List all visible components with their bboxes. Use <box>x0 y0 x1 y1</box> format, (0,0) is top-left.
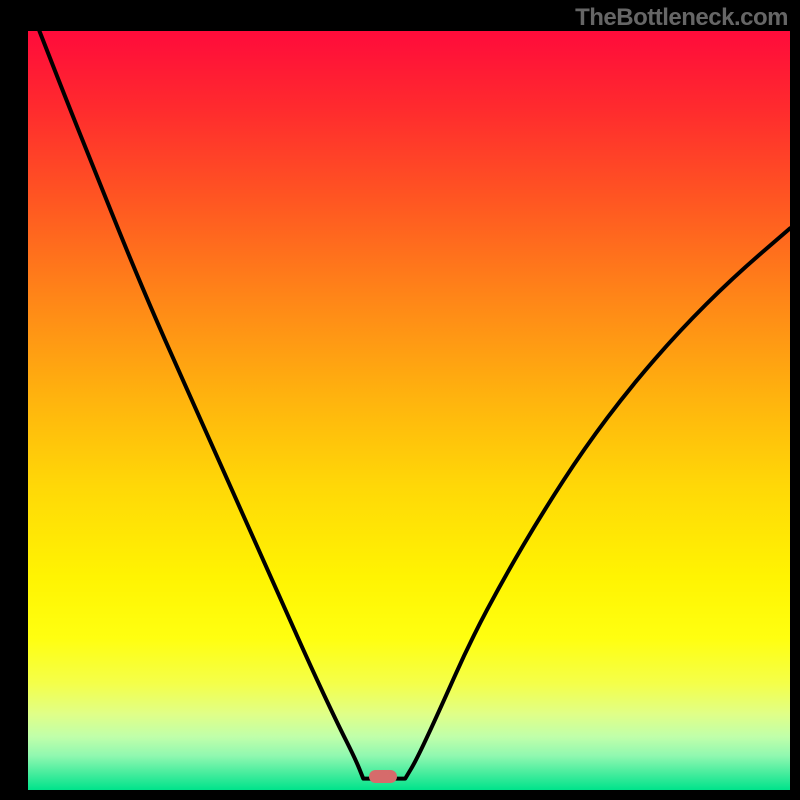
bottleneck-curve <box>28 31 790 790</box>
current-position-marker <box>369 770 397 783</box>
chart-plot-area <box>28 31 790 790</box>
watermark-text: TheBottleneck.com <box>575 4 788 32</box>
